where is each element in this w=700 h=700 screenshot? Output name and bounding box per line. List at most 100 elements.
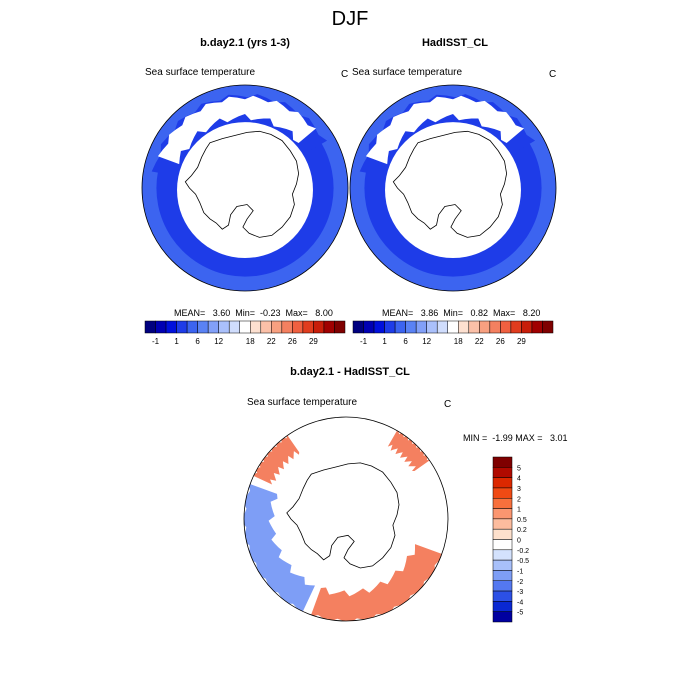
colorbar-label-1-1: 1 xyxy=(174,337,179,346)
colorbar-label-2-5: 22 xyxy=(475,337,484,346)
sea-ice-notch-2 xyxy=(365,95,524,165)
colorbar-label-1-0: -1 xyxy=(152,337,160,346)
diff-colorbar-label-0: 5 xyxy=(517,465,521,472)
colorbar-label-2-3: 12 xyxy=(422,337,431,346)
colorbar-box-2-14 xyxy=(500,320,512,334)
colorbar-label-2-6: 26 xyxy=(496,337,505,346)
figure-title: DJF xyxy=(331,8,369,30)
panel-2-stats: MEAN= 3.86 Min= 0.82 Max= 8.20 xyxy=(382,308,541,318)
colorbar-box-2-6 xyxy=(415,320,427,334)
colorbar-box-2-15 xyxy=(510,320,522,334)
colorbar-box-1-4 xyxy=(186,320,198,334)
panel-2-units-label: C xyxy=(549,69,557,80)
map-boundary-1 xyxy=(141,84,349,292)
colorbar-box-1-15 xyxy=(302,320,314,334)
diff-map-boundary xyxy=(243,416,449,622)
diff-colorbar-box-4 xyxy=(492,498,513,509)
panel-1-variable-label: Sea surface temperature xyxy=(145,67,256,78)
panel-1-stats: MEAN= 3.60 Min= -0.23 Max= 8.00 xyxy=(174,308,333,318)
diff-colorbar: 5 4 3 2 1 0.5 0.2 0 -0.2 -0.5 -1 -2 -3 -4 -5 xyxy=(492,456,529,623)
panel-1-units-label: C xyxy=(341,69,349,80)
diff-colorbar-label-9: -0.5 xyxy=(517,558,529,565)
colorbar-box-2-12 xyxy=(479,320,491,334)
map-field-1 xyxy=(142,85,348,291)
colorbar-box-2-9 xyxy=(447,320,459,334)
colorbar-box-1-5 xyxy=(197,320,209,334)
panel-3-title: b.day2.1 - HadISST_CL xyxy=(290,366,410,378)
diff-antarctica-coastline xyxy=(286,462,400,569)
diff-colorbar-box-8 xyxy=(492,539,513,551)
diff-colorbar-box-6 xyxy=(492,518,513,530)
diff-colorbar-label-6: 0.2 xyxy=(517,527,527,534)
colorbar-box-1-17 xyxy=(323,320,335,334)
sst-map-panel-2 xyxy=(349,84,557,292)
antarctica-coastline-1 xyxy=(184,130,300,238)
sea-ice-region-2 xyxy=(385,122,521,259)
sst-colorbar-2: -1 1 6 12 18 22 26 29 xyxy=(352,320,554,346)
colorbar-box-2-3 xyxy=(384,320,396,334)
diff-colorbar-box-12 xyxy=(492,580,513,592)
colorbar-box-1-16 xyxy=(313,320,325,334)
colorbar-box-2-4 xyxy=(394,320,406,334)
diff-colorbar-label-5: 0.5 xyxy=(517,517,527,524)
colorbar-box-2-11 xyxy=(468,320,480,334)
colorbar-label-1-5: 22 xyxy=(267,337,276,346)
diff-map-field xyxy=(244,428,444,621)
diff-colorbar-label-3: 2 xyxy=(517,496,521,503)
colorbar-label-2-1: 1 xyxy=(382,337,387,346)
diff-colorbar-label-13: -4 xyxy=(517,599,523,606)
panel-3-units-label: C xyxy=(444,399,452,410)
diff-positive-region-east xyxy=(310,544,444,621)
colorbar-label-1-3: 12 xyxy=(214,337,223,346)
diff-colorbar-box-3 xyxy=(492,487,513,499)
panel-2-variable-label: Sea surface temperature xyxy=(352,67,463,78)
diff-colorbar-box-0 xyxy=(492,456,513,468)
colorbar-box-1-18 xyxy=(334,320,346,334)
colorbar-box-2-1 xyxy=(363,320,375,334)
diff-colorbar-label-10: -1 xyxy=(517,568,523,575)
sst-map-panel-1 xyxy=(141,84,349,292)
colorbar-label-1-4: 18 xyxy=(246,337,255,346)
colorbar-label-1-7: 29 xyxy=(309,337,318,346)
colorbar-box-1-11 xyxy=(260,320,272,334)
colorbar-box-1-12 xyxy=(271,320,283,334)
diff-negative-region-west xyxy=(244,483,315,614)
diff-map-panel xyxy=(243,416,449,622)
colorbar-label-2-7: 29 xyxy=(517,337,526,346)
colorbar-box-1-0 xyxy=(144,320,156,334)
colorbar-label-1-2: 6 xyxy=(195,337,200,346)
diff-colorbar-box-13 xyxy=(492,590,513,602)
diff-colorbar-box-9 xyxy=(492,549,513,561)
diff-colorbar-label-8: -0.2 xyxy=(517,548,529,555)
colorbar-box-2-0 xyxy=(352,320,364,334)
colorbar-box-1-14 xyxy=(292,320,304,334)
colorbar-box-2-17 xyxy=(531,320,543,334)
diff-colorbar-label-4: 1 xyxy=(517,507,521,514)
diff-colorbar-label-2: 3 xyxy=(517,486,521,493)
diff-colorbar-label-12: -3 xyxy=(517,589,523,596)
colorbar-box-2-5 xyxy=(405,320,417,334)
panel-2-title: HadISST_CL xyxy=(421,37,488,49)
diff-positive-region-north xyxy=(387,428,432,471)
colorbar-box-1-6 xyxy=(207,320,219,334)
diff-colorbar-box-1 xyxy=(492,467,513,478)
colorbar-box-2-7 xyxy=(426,320,438,334)
diff-colorbar-box-11 xyxy=(492,570,513,581)
colorbar-box-1-9 xyxy=(239,320,251,334)
colorbar-box-1-2 xyxy=(165,320,177,334)
colorbar-label-2-0: -1 xyxy=(360,337,368,346)
diff-colorbar-box-10 xyxy=(492,559,513,571)
colorbar-box-2-8 xyxy=(436,320,448,334)
sea-ice-region-1 xyxy=(177,122,313,259)
colorbar-box-1-7 xyxy=(218,320,230,334)
colorbar-box-1-10 xyxy=(250,320,262,334)
colorbar-box-1-1 xyxy=(155,320,167,334)
colorbar-box-1-3 xyxy=(176,320,188,334)
diff-colorbar-box-15 xyxy=(492,611,513,623)
colorbar-label-2-4: 18 xyxy=(454,337,463,346)
colorbar-label-1-6: 26 xyxy=(288,337,297,346)
colorbar-box-2-10 xyxy=(458,320,470,334)
diff-colorbar-box-7 xyxy=(492,528,513,540)
map-boundary-2 xyxy=(349,84,557,292)
